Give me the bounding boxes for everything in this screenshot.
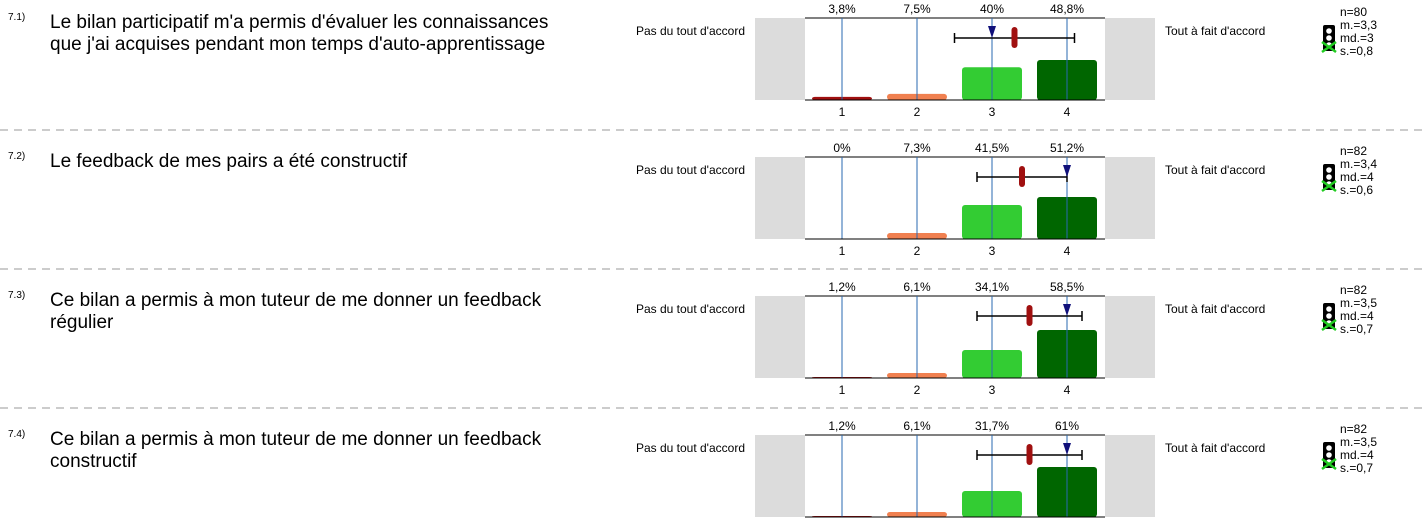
stat-mean: m.=3,3 [1340,18,1377,32]
right-box [1105,18,1155,100]
right-label: Tout à fait d'accord [1165,302,1265,316]
value-label: 7,3% [903,141,931,155]
mean-marker [1011,27,1018,48]
question-text: Ce bilan a permis à mon tuteur de me don… [50,290,542,333]
median-marker [988,26,996,38]
light [1326,306,1332,312]
value-label: 31,7% [975,419,1009,433]
stat-mean: m.=3,5 [1340,435,1377,449]
x-tick-label: 3 [989,105,996,119]
value-label: 1,2% [828,419,856,433]
right-label: Tout à fait d'accord [1165,24,1265,38]
stat-n: n=82 [1340,283,1367,297]
value-label: 6,1% [903,280,931,294]
value-label: 0% [833,141,851,155]
stat-mean: m.=3,5 [1340,296,1377,310]
stat-sd: s.=0,7 [1340,322,1373,336]
check [1321,318,1337,332]
light [1326,167,1332,173]
check [1321,40,1337,54]
stat-mean: m.=3,4 [1340,157,1377,171]
stat-median: md.=4 [1340,309,1374,323]
x-tick-label: 4 [1064,105,1071,119]
stat-median: md.=3 [1340,31,1374,45]
right-box [1105,296,1155,378]
stat-n: n=82 [1340,422,1367,436]
question-number: 7.1) [8,12,26,23]
x-tick-label: 4 [1064,244,1071,258]
stat-median: md.=4 [1340,170,1374,184]
value-label: 34,1% [975,280,1009,294]
stat-sd: s.=0,7 [1340,461,1373,475]
mean-marker [1026,305,1033,326]
value-label: 48,8% [1050,2,1084,16]
stat-sd: s.=0,8 [1340,44,1373,58]
question-text: Le bilan participatif m'a permis d'évalu… [50,12,549,55]
value-label: 51,2% [1050,141,1084,155]
left-box [755,435,805,517]
left-box [755,157,805,239]
x-tick-label: 4 [1064,383,1071,397]
stat-sd: s.=0,6 [1340,183,1373,197]
check [1321,457,1337,471]
value-label: 3,8% [828,2,856,16]
stat-median: md.=4 [1340,448,1374,462]
question-text: Le feedback de mes pairs a été construct… [50,151,407,172]
value-label: 40% [980,2,1004,16]
stat-n: n=80 [1340,5,1367,19]
right-box [1105,435,1155,517]
left-label: Pas du tout d'accord [636,441,745,455]
left-label: Pas du tout d'accord [636,302,745,316]
value-label: 41,5% [975,141,1009,155]
value-label: 58,5% [1050,280,1084,294]
light [1326,452,1332,458]
right-label: Tout à fait d'accord [1165,441,1265,455]
mean-marker [1026,444,1033,465]
right-box [1105,157,1155,239]
question-number: 7.2) [8,151,26,162]
median-marker [1063,165,1071,177]
right-label: Tout à fait d'accord [1165,163,1265,177]
left-box [755,18,805,100]
x-tick-label: 1 [839,383,846,397]
light [1326,35,1332,41]
x-tick-label: 2 [914,383,921,397]
median-marker [1063,304,1071,316]
value-label: 7,5% [903,2,931,16]
light [1326,28,1332,34]
mean-marker [1019,166,1025,187]
light [1326,174,1332,180]
x-tick-label: 3 [989,383,996,397]
stat-n: n=82 [1340,144,1367,158]
x-tick-label: 3 [989,244,996,258]
value-label: 1,2% [828,280,856,294]
x-tick-label: 1 [839,244,846,258]
question-number: 7.4) [8,429,26,440]
left-label: Pas du tout d'accord [636,163,745,177]
value-label: 61% [1055,419,1079,433]
light [1326,445,1332,451]
question-number: 7.3) [8,290,26,301]
question-text: Ce bilan a permis à mon tuteur de me don… [50,429,542,472]
median-marker [1063,443,1071,455]
x-tick-label: 2 [914,244,921,258]
left-box [755,296,805,378]
check [1321,179,1337,193]
x-tick-label: 1 [839,105,846,119]
x-tick-label: 2 [914,105,921,119]
value-label: 6,1% [903,419,931,433]
light [1326,313,1332,319]
left-label: Pas du tout d'accord [636,24,745,38]
